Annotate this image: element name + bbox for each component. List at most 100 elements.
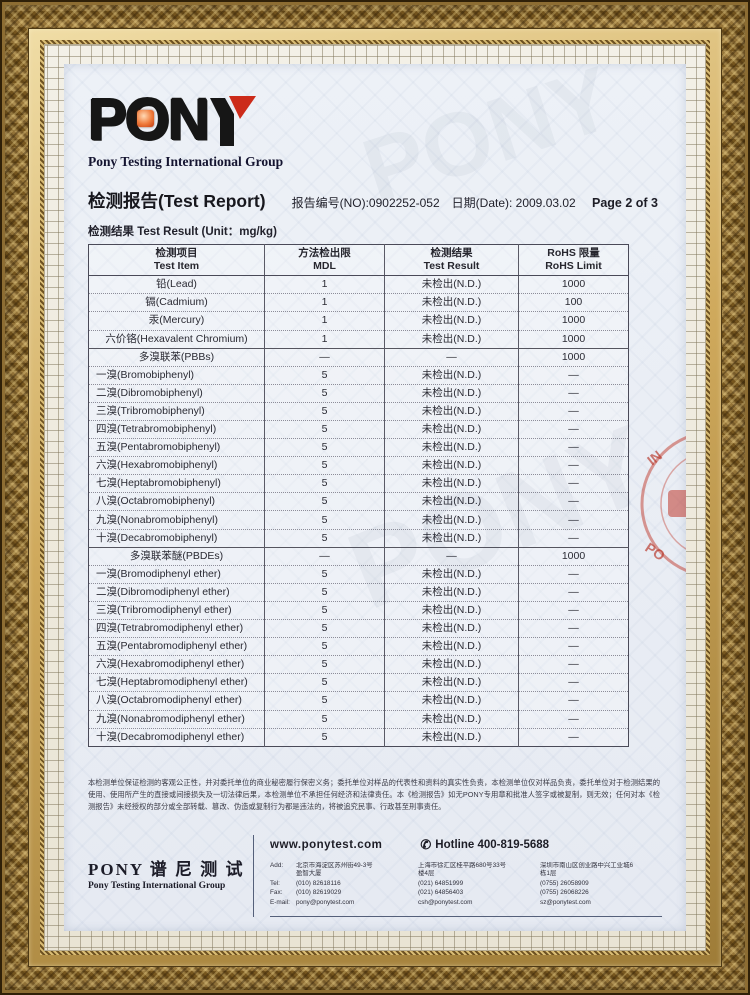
cell-mdl: — [264, 347, 385, 367]
cell-result: 未检出(N.D.) [384, 510, 519, 530]
table-row: 五溴(Pentabromobiphenyl) 5 未检出(N.D.) — [88, 438, 629, 457]
website-text: www.ponytest.com [270, 838, 383, 851]
table-row: 多溴联苯醚(PBDEs) — —1000 [88, 546, 629, 566]
label-add: Add: [270, 861, 284, 869]
table-row: 九溴(Nonabromobiphenyl) 5 未检出(N.D.) — [88, 510, 629, 530]
cell-result: 未检出(N.D.) [384, 329, 519, 349]
cell-test-item: 六价铬(Hexavalent Chromium) [88, 329, 265, 349]
cell-result: 未检出(N.D.) [384, 727, 519, 747]
cell-result: 未检出(N.D.) [384, 619, 519, 638]
office-tel: (021) 64851999 [418, 879, 464, 887]
cell-result: 未检出(N.D.) [384, 365, 519, 385]
label-email: E-mail: [270, 898, 290, 906]
cell-result: 未检出(N.D.) [384, 637, 519, 656]
cell-limit: 100 [518, 293, 629, 312]
table-row: 汞(Mercury) 1 未检出(N.D.) 1000 [88, 311, 629, 331]
cell-test-item: 汞(Mercury) [88, 311, 265, 331]
table-row: 八溴(Octabromobiphenyl) 5 未检出(N.D.) — [88, 492, 629, 511]
table-row: 多溴联苯(PBBs) — —1000 [88, 347, 629, 367]
cell-limit: 1000 [518, 347, 629, 367]
col-header-test-item: 检测项目 Test Item [88, 244, 265, 277]
pony-logo-word: P O N [88, 87, 686, 152]
table-row: 铅(Lead) 1 未检出(N.D.) 1000 [88, 275, 629, 294]
hotline: ✆ Hotline 400-819-5688 [420, 837, 549, 853]
cell-mdl: 5 [264, 510, 385, 530]
logo-orange-square-icon [137, 109, 155, 127]
footer-contact-block: www.ponytest.com ✆ Hotline 400-819-5688 … [253, 834, 662, 918]
frame-rib-strip: PONY PONY P O N Pony Testing Internation… [40, 40, 710, 955]
cell-limit: — [518, 727, 629, 747]
cell-limit: — [518, 600, 629, 620]
cell-limit: — [518, 456, 629, 475]
office-fax: (0755) 26068226 [540, 889, 589, 897]
office-column: 深圳市南山区创业路中兴工业城6 栋1层 (0755) 26058909 (0755) … [540, 862, 656, 908]
cell-mdl: 5 [264, 365, 385, 385]
table-row: 二溴(Dibromodiphenyl ether) 5 未检出(N.D.) — [88, 582, 629, 602]
table-row: 八溴(Octabromodiphenyl ether) 5 未检出(N.D.) — [88, 691, 629, 710]
frame-mat-greek-key: PONY PONY P O N Pony Testing Internation… [44, 44, 706, 951]
cell-limit: — [518, 492, 629, 511]
col-header-test-result: 检测结果 Test Result [384, 244, 519, 277]
cell-test-item: 镉(Cadmium) [88, 293, 265, 312]
report-header-row: 检测报告(Test Report) 报告编号(NO):0902252-052 日… [88, 188, 658, 213]
office-address: 深圳市南山区创业路中兴工业城6 栋1层 [540, 861, 634, 878]
logo-letter-p: P [88, 87, 127, 152]
cell-test-item: 九溴(Nonabromobiphenyl) [88, 510, 265, 530]
office-tel: (0755) 26058909 [540, 879, 589, 887]
footer-address-grid: Add: Tel: Fax: E-mail: 北京市海淀区苏州街49-3号 盈智大… [270, 862, 662, 918]
cell-mdl: 5 [264, 564, 385, 584]
cell-mdl: 5 [264, 655, 385, 674]
cell-result: — [384, 347, 519, 367]
cell-result: 未检出(N.D.) [384, 528, 519, 548]
cell-test-item: 五溴(Pentabromodiphenyl ether) [88, 637, 265, 656]
footer: PONY 谱 尼 测 试 Pony Testing International … [88, 834, 662, 918]
result-unit-line: 检测结果 Test Result (Unit：mg/kg) [88, 223, 686, 239]
table-row: 七溴(Heptabromodiphenyl ether) 5 未检出(N.D.) — [88, 673, 629, 692]
office-address: 上海市徐汇区桂平路680号33号 楼4层 [418, 861, 507, 878]
report-title: 检测报告(Test Report) [88, 191, 266, 211]
office-address: 北京市海淀区苏州街49-3号 盈智大厦 [296, 861, 373, 878]
cell-limit: — [518, 655, 629, 674]
cell-result: 未检出(N.D.) [384, 293, 519, 312]
cell-test-item: 三溴(Tribromobiphenyl) [88, 401, 265, 421]
table-row: 四溴(Tetrabromobiphenyl) 5 未检出(N.D.) — [88, 419, 629, 439]
cell-test-item: 七溴(Heptabromodiphenyl ether) [88, 673, 265, 692]
cell-mdl: 5 [264, 383, 385, 403]
cell-mdl: 5 [264, 673, 385, 692]
cell-mdl: 5 [264, 582, 385, 602]
label-tel: Tel: [270, 879, 280, 887]
pony-logo: P O N Pony Testing International Group [88, 87, 686, 170]
cell-test-item: 一溴(Bromobiphenyl) [88, 365, 265, 385]
cell-test-item: 九溴(Nonabromodiphenyl ether) [88, 709, 265, 729]
logo-letter-o: O [125, 91, 170, 149]
cell-mdl: 5 [264, 600, 385, 620]
cell-limit: — [518, 510, 629, 530]
cell-limit: — [518, 438, 629, 457]
cell-limit: — [518, 691, 629, 710]
cell-result: 未检出(N.D.) [384, 419, 519, 439]
cell-mdl: 5 [264, 456, 385, 475]
cell-test-item: 六溴(Hexabromobiphenyl) [88, 456, 265, 475]
result-table-body: 铅(Lead) 1 未检出(N.D.) 1000 镉(Cadmium) 1 未检出(N.D.… [88, 275, 629, 747]
cell-mdl: 1 [264, 329, 385, 349]
cell-test-item: 六溴(Hexabromodiphenyl ether) [88, 655, 265, 674]
report-date: 日期(Date): 2009.03.02 [451, 196, 576, 210]
table-row: 六溴(Hexabromobiphenyl) 5 未检出(N.D.) — [88, 456, 629, 475]
logo-subtitle: Pony Testing International Group [88, 154, 284, 169]
cell-test-item: 十溴(Decabromodiphenyl ether) [88, 727, 265, 747]
cell-limit: 1000 [518, 311, 629, 331]
table-row: 一溴(Bromobiphenyl) 5 未检出(N.D.) — [88, 365, 629, 385]
cell-mdl: 5 [264, 438, 385, 457]
cell-result: 未检出(N.D.) [384, 709, 519, 729]
table-row: 九溴(Nonabromodiphenyl ether) 5 未检出(N.D.) — [88, 709, 629, 729]
cell-test-item: 八溴(Octabromobiphenyl) [88, 492, 265, 511]
cell-test-item: 二溴(Dibromobiphenyl) [88, 383, 265, 403]
cell-mdl: 5 [264, 419, 385, 439]
footer-logo-cn: PONY 谱 尼 测 试 [88, 859, 245, 879]
cell-result: 未检出(N.D.) [384, 474, 519, 493]
cell-result: 未检出(N.D.) [384, 401, 519, 421]
cell-result: 未检出(N.D.) [384, 311, 519, 331]
cell-limit: 1000 [518, 546, 629, 566]
cell-test-item: 四溴(Tetrabromodiphenyl ether) [88, 619, 265, 638]
